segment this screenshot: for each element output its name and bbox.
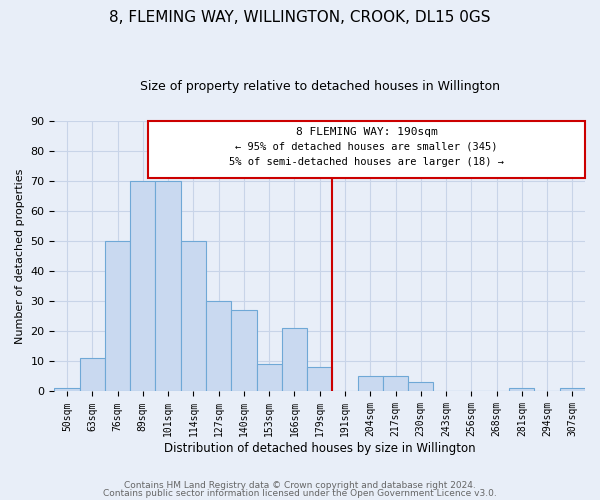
Bar	[257, 364, 282, 392]
Title: Size of property relative to detached houses in Willington: Size of property relative to detached ho…	[140, 80, 500, 93]
Text: ← 95% of detached houses are smaller (345): ← 95% of detached houses are smaller (34…	[235, 142, 497, 152]
Bar	[105, 241, 130, 392]
Bar	[282, 328, 307, 392]
Bar	[130, 181, 155, 392]
Y-axis label: Number of detached properties: Number of detached properties	[15, 168, 25, 344]
Bar	[307, 368, 332, 392]
Bar	[181, 241, 206, 392]
Text: 8, FLEMING WAY, WILLINGTON, CROOK, DL15 0GS: 8, FLEMING WAY, WILLINGTON, CROOK, DL15 …	[109, 10, 491, 25]
Bar	[206, 301, 231, 392]
Bar	[358, 376, 383, 392]
FancyBboxPatch shape	[148, 120, 585, 178]
Text: Contains public sector information licensed under the Open Government Licence v3: Contains public sector information licen…	[103, 488, 497, 498]
Text: 8 FLEMING WAY: 190sqm: 8 FLEMING WAY: 190sqm	[296, 126, 437, 136]
Bar	[155, 181, 181, 392]
Bar	[80, 358, 105, 392]
Bar	[408, 382, 433, 392]
Text: Contains HM Land Registry data © Crown copyright and database right 2024.: Contains HM Land Registry data © Crown c…	[124, 481, 476, 490]
Bar	[231, 310, 257, 392]
Text: 5% of semi-detached houses are larger (18) →: 5% of semi-detached houses are larger (1…	[229, 156, 504, 166]
Bar	[560, 388, 585, 392]
Bar	[383, 376, 408, 392]
Bar	[509, 388, 535, 392]
Bar	[55, 388, 80, 392]
X-axis label: Distribution of detached houses by size in Willington: Distribution of detached houses by size …	[164, 442, 476, 455]
